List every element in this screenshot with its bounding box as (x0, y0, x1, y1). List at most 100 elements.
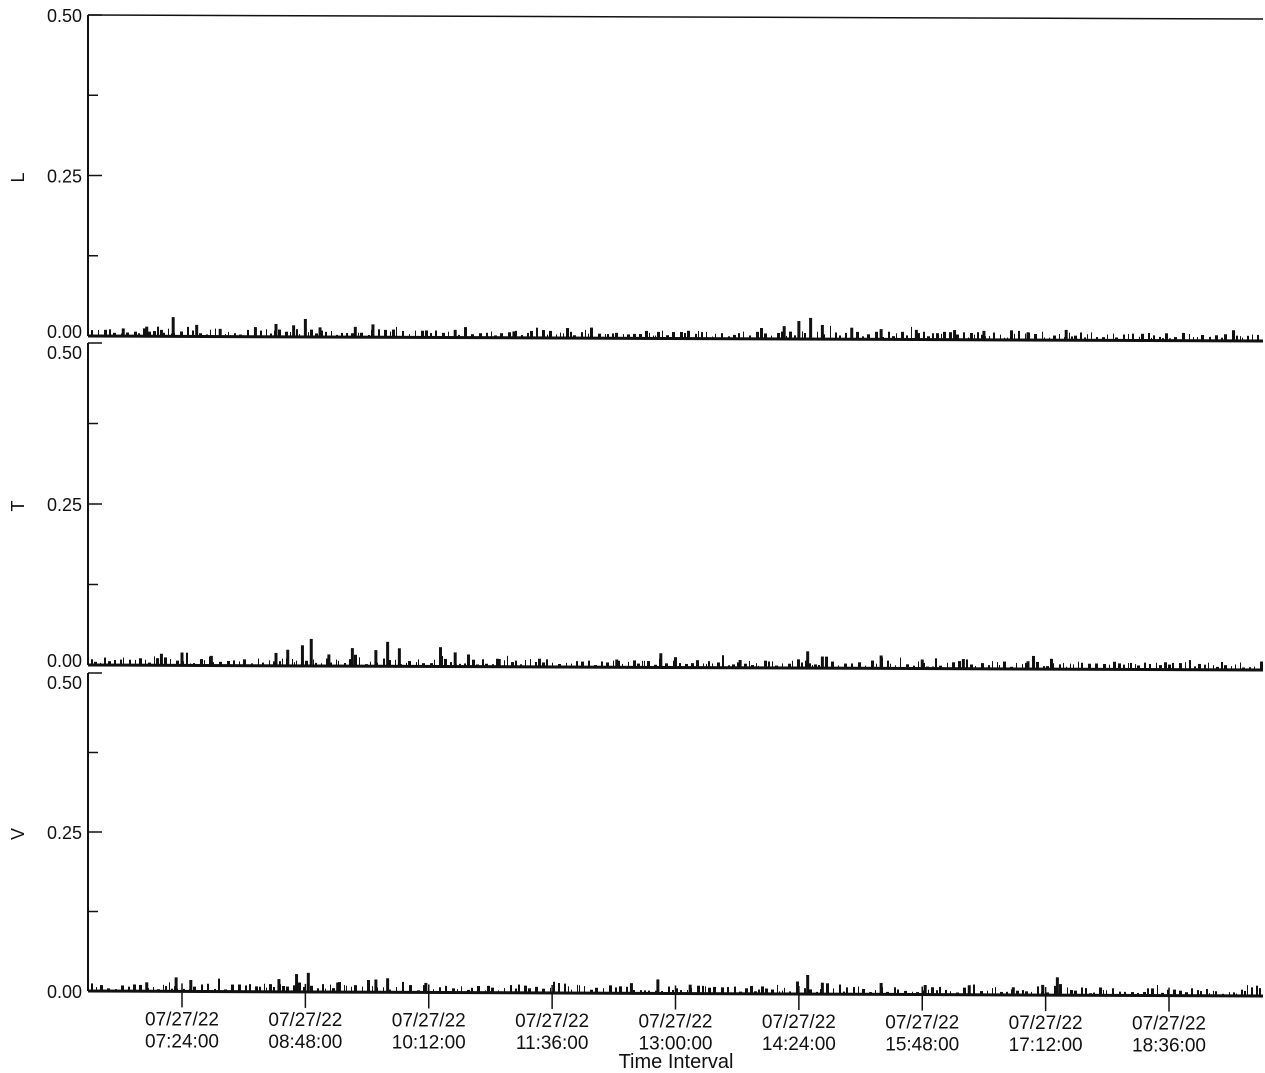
event-bar (453, 329, 457, 338)
event-bar (336, 982, 340, 993)
event-bar (659, 653, 663, 668)
event-bar (1050, 658, 1053, 670)
event-bar (1064, 329, 1068, 341)
noise-texture (91, 325, 1259, 341)
event-bar (629, 983, 633, 994)
y-tick-label: 0.50 (47, 673, 82, 693)
x-axis-label: Time Interval (619, 1051, 734, 1073)
event-bar (806, 651, 810, 669)
x-tick-time: 18:36:00 (1132, 1036, 1206, 1057)
y-axis-label-l: L (8, 172, 28, 182)
event-bar (350, 648, 354, 667)
event-bar (274, 323, 278, 337)
event-bar (424, 982, 428, 993)
y-tick-label: 0.25 (47, 167, 82, 187)
event-bar (189, 979, 193, 992)
event-bar (121, 328, 125, 337)
x-axis: 07/27/2207:24:0007/27/2208:48:0007/27/22… (145, 983, 1206, 1057)
event-bar (782, 326, 786, 339)
event-bar (615, 659, 619, 668)
event-bar (820, 325, 824, 340)
event-bar (386, 978, 390, 993)
event-bar (923, 985, 927, 995)
event-bar (512, 331, 516, 338)
event-bar (159, 329, 163, 337)
x-tick-date: 07/27/22 (268, 1010, 342, 1031)
event-bar (656, 979, 660, 994)
event-bar (145, 326, 149, 337)
event-bar (195, 324, 199, 337)
event-bar (967, 985, 971, 995)
event-bar (806, 974, 810, 995)
event-bar (1026, 332, 1030, 340)
event-bar (253, 327, 257, 337)
event-bar (306, 972, 310, 992)
event-bar (850, 327, 854, 340)
event-bar (453, 652, 457, 667)
x-tick-time: 07:24:00 (145, 1031, 219, 1052)
event-bar (392, 329, 395, 338)
panel-t: 0.50 0.25 0.00 T (8, 342, 1264, 672)
event-bar (277, 979, 281, 992)
event-bar (953, 330, 957, 340)
event-bar (209, 655, 213, 666)
event-bar (327, 654, 331, 667)
baseline (87, 334, 1264, 343)
event-bar (353, 326, 357, 338)
event-bar (174, 977, 178, 992)
x-tick-time: 13:00:00 (639, 1034, 713, 1055)
event-bar (1055, 977, 1059, 996)
event-bar (145, 982, 149, 992)
event-bar (920, 659, 924, 669)
y-tick-label: 0.00 (47, 651, 82, 671)
event-bar (961, 659, 965, 669)
x-tick-date: 07/27/22 (515, 1011, 589, 1032)
event-bar (180, 652, 184, 666)
event-bar (738, 660, 742, 668)
event-bar (295, 974, 299, 992)
event-bar (820, 656, 824, 669)
event-bar (159, 653, 163, 666)
event-bar (879, 982, 883, 995)
y-tick-label: 0.50 (47, 343, 82, 363)
x-tick-time: 17:12:00 (1009, 1035, 1083, 1056)
x-tick-time: 11:36:00 (516, 1033, 589, 1054)
event-bar (879, 655, 883, 669)
event-bar (374, 650, 378, 667)
y-tick-label: 0.25 (47, 495, 82, 515)
event-bar (797, 321, 801, 340)
event-bar (879, 329, 883, 340)
panel-v: 0.50 0.25 0.00 V (8, 672, 1264, 1002)
chart-panels: 0.50 0.25 0.00 L 0.50 0.25 0.00 T 0.50 0.25 0.00 V (8, 6, 1264, 1002)
event-bar (820, 982, 824, 995)
y-tick-label: 0.50 (47, 6, 82, 26)
x-tick-time: 15:48:00 (885, 1035, 959, 1056)
x-tick-time: 14:24:00 (762, 1034, 836, 1055)
x-tick-date: 07/27/22 (1009, 1013, 1083, 1034)
event-bar (439, 647, 442, 667)
x-tick-time: 10:12:00 (392, 1032, 466, 1053)
event-bar (274, 652, 278, 666)
x-tick-date: 07/27/22 (145, 1009, 219, 1030)
y-axis-label-t: T (8, 501, 28, 512)
event-bar (386, 641, 390, 667)
event-bar (371, 324, 375, 338)
event-bar (286, 649, 290, 666)
event-bar (1041, 984, 1045, 996)
x-tick-date: 07/27/22 (762, 1012, 836, 1033)
event-bar (397, 648, 401, 667)
panel-l: 0.50 0.25 0.00 L (8, 6, 1264, 343)
event-bar (688, 984, 692, 994)
event-bar (497, 659, 501, 667)
event-bar (300, 645, 304, 666)
event-bar (914, 329, 918, 340)
event-bar (318, 327, 322, 337)
